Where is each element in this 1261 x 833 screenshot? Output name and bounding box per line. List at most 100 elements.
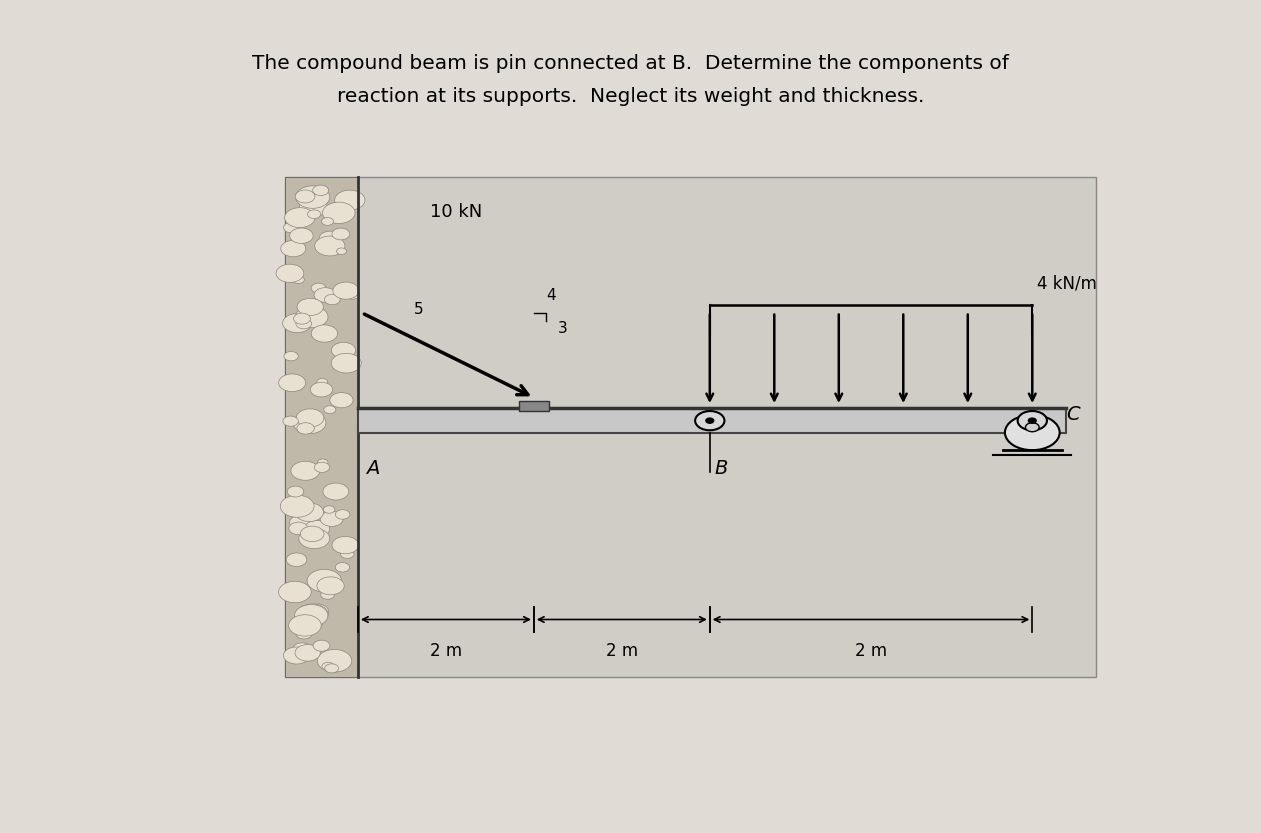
Circle shape — [314, 287, 337, 302]
Circle shape — [1029, 418, 1037, 423]
Circle shape — [279, 581, 311, 603]
Text: The compound beam is pin connected at B.  Determine the components of: The compound beam is pin connected at B.… — [252, 54, 1009, 73]
Text: 4: 4 — [547, 288, 556, 303]
Text: reaction at its supports.  Neglect its weight and thickness.: reaction at its supports. Neglect its we… — [337, 87, 924, 107]
Text: 2 m: 2 m — [430, 642, 462, 660]
Circle shape — [296, 422, 314, 434]
Circle shape — [338, 357, 356, 368]
Bar — [285, 177, 1096, 677]
Circle shape — [320, 511, 343, 526]
Circle shape — [332, 342, 356, 358]
Circle shape — [286, 553, 306, 566]
Circle shape — [308, 210, 320, 218]
Circle shape — [282, 313, 311, 332]
Circle shape — [706, 418, 714, 423]
Circle shape — [282, 416, 299, 426]
Circle shape — [306, 604, 329, 619]
Circle shape — [289, 522, 308, 535]
Circle shape — [322, 662, 334, 671]
Circle shape — [284, 647, 309, 664]
Bar — [285, 177, 358, 677]
Text: 10 kN: 10 kN — [430, 203, 483, 222]
Circle shape — [299, 528, 329, 549]
Circle shape — [295, 614, 323, 632]
Circle shape — [288, 486, 304, 497]
Circle shape — [293, 412, 325, 434]
Circle shape — [330, 291, 342, 299]
Circle shape — [335, 510, 349, 519]
Circle shape — [284, 352, 299, 361]
Ellipse shape — [1005, 415, 1059, 450]
Circle shape — [340, 550, 354, 558]
Circle shape — [325, 664, 339, 673]
Circle shape — [298, 298, 323, 316]
Circle shape — [332, 536, 358, 554]
Circle shape — [295, 190, 315, 203]
Circle shape — [284, 222, 300, 233]
Circle shape — [320, 591, 334, 599]
Circle shape — [296, 604, 328, 625]
Circle shape — [294, 313, 310, 324]
Circle shape — [276, 264, 304, 282]
Circle shape — [1025, 423, 1039, 431]
Circle shape — [295, 503, 324, 521]
Circle shape — [315, 236, 346, 256]
Circle shape — [334, 190, 364, 210]
Circle shape — [695, 411, 724, 431]
Circle shape — [322, 217, 334, 226]
Circle shape — [300, 526, 324, 541]
Circle shape — [323, 584, 334, 591]
Circle shape — [313, 641, 330, 651]
Circle shape — [317, 576, 344, 595]
Circle shape — [332, 353, 361, 373]
Circle shape — [304, 521, 329, 537]
Text: 4 kN/m: 4 kN/m — [1038, 274, 1097, 292]
Circle shape — [318, 459, 328, 466]
Circle shape — [335, 562, 349, 572]
Circle shape — [337, 248, 347, 255]
Bar — [520, 401, 549, 411]
Circle shape — [296, 318, 311, 329]
Circle shape — [285, 207, 315, 227]
Circle shape — [281, 241, 305, 257]
Text: 3: 3 — [559, 322, 567, 337]
Circle shape — [279, 374, 305, 392]
Circle shape — [313, 185, 329, 196]
Circle shape — [310, 382, 333, 397]
Circle shape — [324, 406, 335, 414]
Circle shape — [280, 495, 314, 517]
Circle shape — [324, 294, 340, 305]
Circle shape — [332, 228, 349, 240]
Circle shape — [291, 461, 320, 481]
Circle shape — [314, 462, 329, 472]
Text: C: C — [1067, 405, 1081, 424]
Circle shape — [295, 605, 328, 626]
Text: A: A — [366, 459, 380, 478]
Text: 5: 5 — [414, 302, 424, 317]
Bar — [358, 408, 1067, 433]
Circle shape — [344, 290, 359, 299]
Circle shape — [319, 232, 340, 246]
Circle shape — [295, 186, 330, 208]
Circle shape — [323, 202, 356, 223]
Circle shape — [318, 650, 352, 672]
Text: 2 m: 2 m — [605, 642, 638, 660]
Circle shape — [295, 628, 313, 639]
Circle shape — [293, 276, 304, 283]
Circle shape — [1018, 411, 1047, 431]
Circle shape — [290, 228, 313, 243]
Circle shape — [333, 282, 359, 299]
Circle shape — [311, 325, 338, 342]
Circle shape — [308, 570, 342, 592]
Circle shape — [295, 645, 320, 661]
Circle shape — [317, 378, 328, 386]
Text: 2 m: 2 m — [855, 642, 886, 660]
Circle shape — [324, 506, 335, 513]
Circle shape — [296, 409, 324, 427]
Circle shape — [290, 515, 313, 530]
Circle shape — [289, 615, 322, 636]
Circle shape — [330, 392, 353, 408]
Circle shape — [323, 483, 349, 500]
Circle shape — [299, 198, 328, 217]
Circle shape — [293, 643, 311, 655]
